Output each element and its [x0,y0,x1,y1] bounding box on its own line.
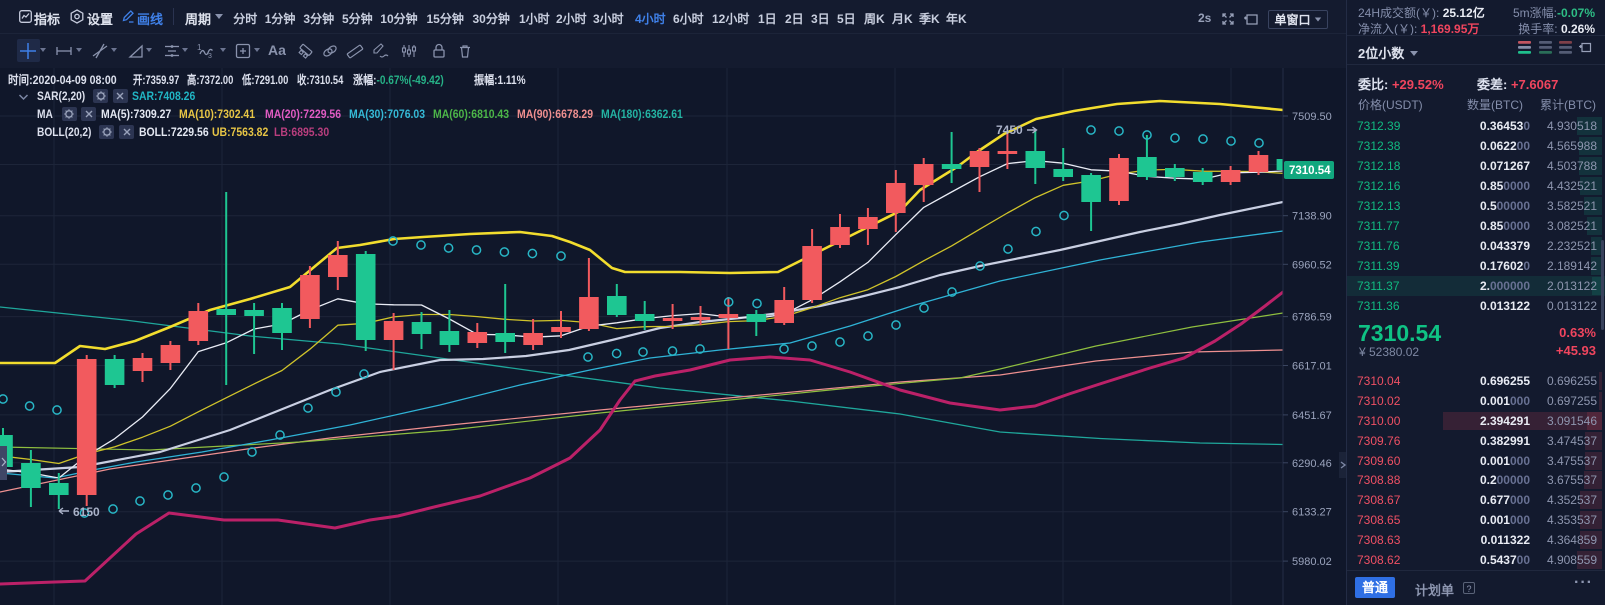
svg-text:6786.59: 6786.59 [1292,312,1332,324]
svg-text:6451.67: 6451.67 [1292,410,1332,422]
svg-text:6960.52: 6960.52 [1292,259,1332,271]
svg-text:6150: 6150 [73,505,100,519]
svg-text:6133.27: 6133.27 [1292,507,1332,519]
svg-text:3: 3 [208,53,212,60]
svg-text:7509.50: 7509.50 [1292,111,1332,123]
svg-text:6290.46: 6290.46 [1292,458,1332,470]
svg-text:1: 1 [197,43,202,52]
svg-text:5980.02: 5980.02 [1292,556,1332,568]
svg-text:7138.90: 7138.90 [1292,211,1332,223]
svg-text:6617.01: 6617.01 [1292,361,1332,373]
svg-text:7310.54: 7310.54 [1289,165,1331,177]
svg-text:7450: 7450 [996,123,1023,137]
